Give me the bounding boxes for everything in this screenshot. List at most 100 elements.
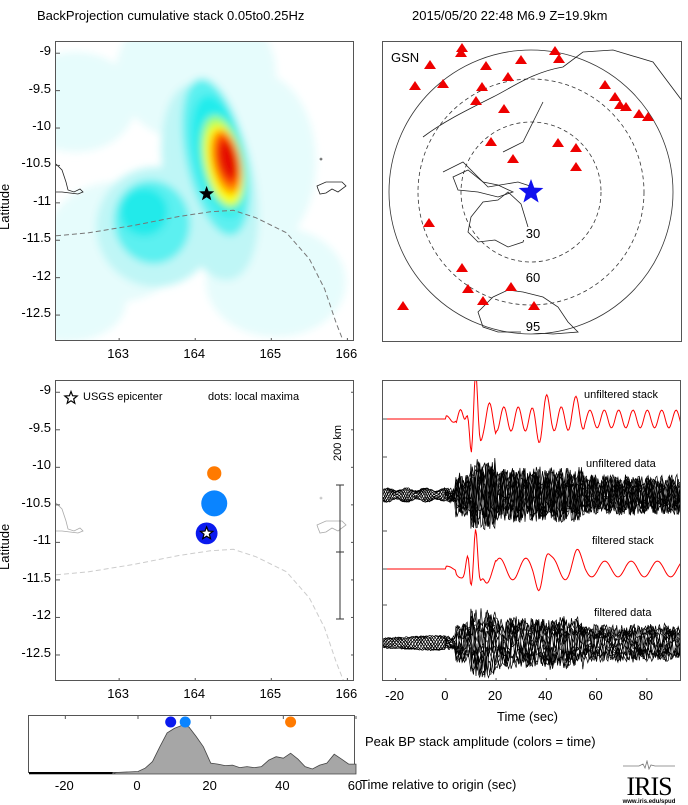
station-triangle-icon [498,104,510,113]
data-trace-line [383,611,680,673]
amp-xtick: 20 [202,778,217,793]
heatmap-contour [218,140,238,180]
station-triangle-icon [614,100,626,109]
legend-star-icon [63,389,79,405]
station-triangle-icon [470,96,482,105]
station-triangle-icon [599,80,611,89]
station-triangle-icon [397,301,409,310]
heatmap-ytick: -12.5 [21,305,51,321]
station-triangle-icon [570,143,582,152]
station-triangle-icon [456,263,468,272]
local-maximum-dot [201,490,228,517]
wave-xtick: 40 [538,688,553,703]
data-trace-line [383,464,680,524]
data-trace-line [383,609,680,679]
trace-label-filtered-stack: filtered stack [592,535,654,547]
heatmap-ytick: -9.5 [28,80,51,96]
maxima-xtick: 166 [335,686,358,701]
wave-xtick: 60 [588,688,603,703]
heatmap-xtick: 164 [183,346,206,361]
amplitude-panel [28,715,357,775]
coastline-asia [422,49,681,188]
stack-trace-line [383,381,680,453]
heatmap-ytick: -11.5 [22,230,51,246]
time-marker-dot [179,716,191,728]
heatmap-panel [55,41,354,341]
coastline-indonesia [452,169,515,198]
trench-line [56,548,344,680]
distance-ring-30 [460,121,602,263]
distance-ring-label: 95 [526,319,540,334]
station-triangle-icon [528,301,540,310]
islet [319,496,323,500]
label-mask [521,227,545,240]
amp-xtick: 40 [275,778,290,793]
data-trace-line [383,461,680,530]
gsn-svg: 30 60 95 [388,43,681,335]
right-title: 2015/05/20 22:48 M6.9 Z=19.9km [412,8,608,23]
station-triangle-icon [409,81,421,90]
heatmap-xtick: 165 [259,346,282,361]
trace-label-unfiltered-data: unfiltered data [586,458,656,470]
maxima-ytick: -11 [33,532,51,548]
coastline-left [56,163,84,195]
distance-ring-label: 30 [526,226,540,241]
coastline-australia [467,191,529,248]
distance-ring-60 [417,78,645,306]
distance-ring-label: 60 [526,270,540,285]
trace-label-unfiltered-stack: unfiltered stack [584,389,658,401]
wave-xtick: 0 [441,688,449,703]
amp-xtick: 60 [347,778,363,793]
station-triangle-icon [505,282,517,291]
maxima-ytick: -12.5 [21,644,51,660]
coastline-right [316,520,347,534]
left-title: BackProjection cumulative stack 0.05to0.… [37,8,305,23]
epicenter-star-icon [198,525,215,540]
amplitude-xlabel: Time relative to origin (sec) [360,777,517,792]
time-marker-dot [165,716,177,728]
gsn-label: GSN [391,50,420,65]
coastline-left [56,502,84,534]
coastline-right [316,181,347,195]
station-triangle-icon [456,43,468,52]
station-triangle-icon [553,54,565,63]
station-triangle-icon [570,162,582,171]
station-triangle-icon [480,61,492,70]
legend-dots-label: dots: local maxima [208,391,300,403]
maxima-ytick: -10 [32,457,51,473]
data-trace-line [383,609,680,677]
station-triangle-icon [423,218,435,227]
time-marker-dot [285,716,297,728]
wave-xtick: 20 [487,688,503,703]
maxima-ytick: -9.5 [28,419,51,435]
heatmap-background-blob [56,52,136,152]
amp-xtick: -20 [54,778,74,793]
wave-xtick: 80 [638,688,654,703]
heatmap-svg [56,42,348,340]
station-triangle-icon [485,137,497,146]
station-triangle-icon [462,284,474,293]
data-trace-line [383,457,680,526]
maxima-xtick: 164 [183,686,206,701]
amplitude-title: Peak BP stack amplitude (colors = time) [365,734,596,749]
station-triangle-icon [477,296,489,305]
local-maximum-dot [207,466,222,481]
iris-url: www.iris.edu/spud [622,799,676,805]
maxima-ylabel: Latitude [0,523,12,570]
data-trace-line [383,617,680,675]
data-trace-line [383,608,680,676]
iris-logo-text: IRIS [626,772,672,801]
maxima-ytick: -9 [39,382,51,398]
iris-logo: IRIS www.iris.edu/spud [617,757,681,805]
stack-trace-line [383,529,680,592]
station-triangle-icon [515,55,527,64]
distance-ring-95 [388,49,674,335]
station-triangle-icon [437,79,449,88]
amplitude-area [29,725,357,775]
station-triangle-icon [633,109,645,118]
maxima-ytick: -10.5 [21,494,51,510]
maxima-panel: USGS epicenter dots: local maxima 200 km [55,380,354,681]
amp-svg [29,716,357,775]
heatmap-ytick: -11 [33,192,51,208]
maxima-xtick: 163 [107,686,129,701]
